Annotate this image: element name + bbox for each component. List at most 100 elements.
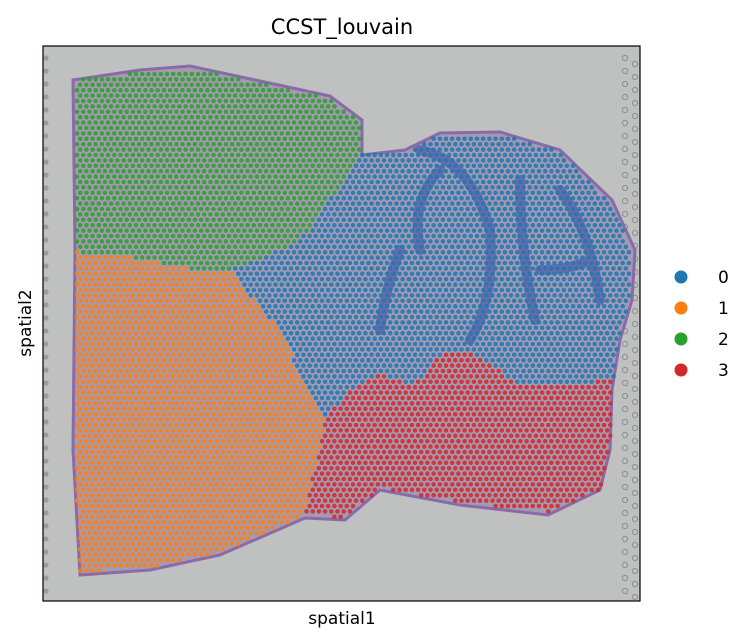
spot-point: [232, 352, 238, 358]
spot-point: [539, 379, 545, 385]
spot-point: [198, 98, 204, 104]
fiducial-spot: [621, 535, 629, 543]
spot-point: [555, 341, 560, 347]
spot-point: [121, 287, 126, 293]
spot-point: [167, 152, 173, 158]
spot-point: [301, 374, 306, 379]
spot-point: [530, 341, 536, 347]
spot-point: [434, 195, 440, 201]
spot-point: [604, 298, 610, 304]
spot-point: [601, 368, 607, 374]
spot-point: [332, 320, 337, 325]
spot-point: [282, 125, 288, 131]
spot-point: [229, 379, 235, 385]
spot-point: [90, 341, 95, 347]
spot-point: [133, 147, 139, 152]
spot-point: [397, 293, 402, 298]
spot-point: [384, 206, 390, 212]
spot-point: [229, 98, 235, 104]
spot-point: [174, 77, 179, 82]
spot-point: [375, 244, 381, 250]
spot-point: [170, 352, 176, 358]
fiducial-spot: [621, 197, 629, 205]
spot-point: [369, 341, 374, 347]
spot-point: [223, 390, 229, 395]
spot-point: [418, 352, 424, 358]
spot-point: [146, 212, 151, 217]
spot-point: [515, 347, 520, 352]
spot-point: [121, 190, 126, 196]
spot-point: [397, 303, 402, 309]
spot-point: [484, 249, 489, 255]
spot-point: [409, 379, 415, 385]
spot-point: [81, 77, 86, 82]
spot-point: [437, 330, 443, 336]
spot-point: [446, 239, 452, 244]
spot-point: [397, 239, 402, 244]
spot-point: [201, 363, 207, 368]
spot-point: [121, 363, 126, 368]
spot-point: [174, 109, 179, 115]
spot-point: [573, 266, 579, 271]
spot-point: [440, 347, 446, 352]
spot-point: [90, 125, 95, 131]
spot-point: [515, 185, 520, 190]
spot-point: [93, 195, 98, 201]
spot-point: [201, 341, 207, 347]
spot-point: [425, 158, 430, 163]
spot-point: [580, 406, 585, 412]
spot-point: [118, 401, 123, 406]
spot-point: [384, 368, 390, 374]
spot-point: [325, 201, 331, 206]
spot-point: [217, 152, 222, 158]
spot-point: [298, 347, 303, 352]
spot-point: [391, 347, 396, 352]
spot-point: [158, 179, 164, 185]
spot-point: [90, 93, 95, 98]
spot-point: [242, 314, 247, 320]
spot-point: [288, 266, 294, 271]
spot-point: [474, 212, 480, 217]
spot-point: [511, 330, 517, 336]
spot-point: [208, 406, 213, 412]
spot-point: [112, 325, 117, 331]
spot-point: [316, 217, 322, 223]
spot-point: [567, 341, 573, 347]
spot-point: [446, 293, 452, 298]
fiducial-spot: [43, 393, 49, 399]
spot-point: [263, 114, 269, 120]
spot-point: [536, 266, 542, 271]
spot-point: [236, 163, 241, 169]
spot-point: [381, 406, 387, 412]
spot-point: [468, 352, 474, 358]
spot-point: [99, 314, 105, 320]
spot-point: [155, 163, 160, 169]
spot-point: [567, 233, 573, 239]
spot-point: [205, 163, 210, 169]
spot-point: [322, 293, 328, 298]
spot-point: [180, 185, 185, 190]
spot-point: [211, 325, 216, 331]
spot-point: [124, 120, 129, 125]
spot-point: [263, 309, 269, 314]
spot-point: [102, 341, 108, 347]
spot-point: [108, 233, 114, 239]
spot-point: [356, 125, 362, 131]
spot-point: [236, 131, 241, 136]
spot-point: [102, 320, 108, 325]
spot-point: [589, 368, 594, 374]
spot-point: [93, 87, 98, 93]
spot-point: [415, 163, 421, 169]
spot-point: [465, 217, 471, 223]
spot-point: [375, 395, 381, 401]
spot-point: [205, 174, 210, 179]
spot-point: [276, 341, 281, 347]
spot-point: [273, 98, 278, 104]
spot-point: [242, 260, 247, 266]
spot-point: [552, 325, 557, 331]
spot-point: [251, 125, 257, 131]
spot-point: [177, 341, 182, 347]
spot-point: [198, 303, 204, 309]
spot-point: [366, 185, 371, 190]
spot-point: [363, 158, 368, 163]
